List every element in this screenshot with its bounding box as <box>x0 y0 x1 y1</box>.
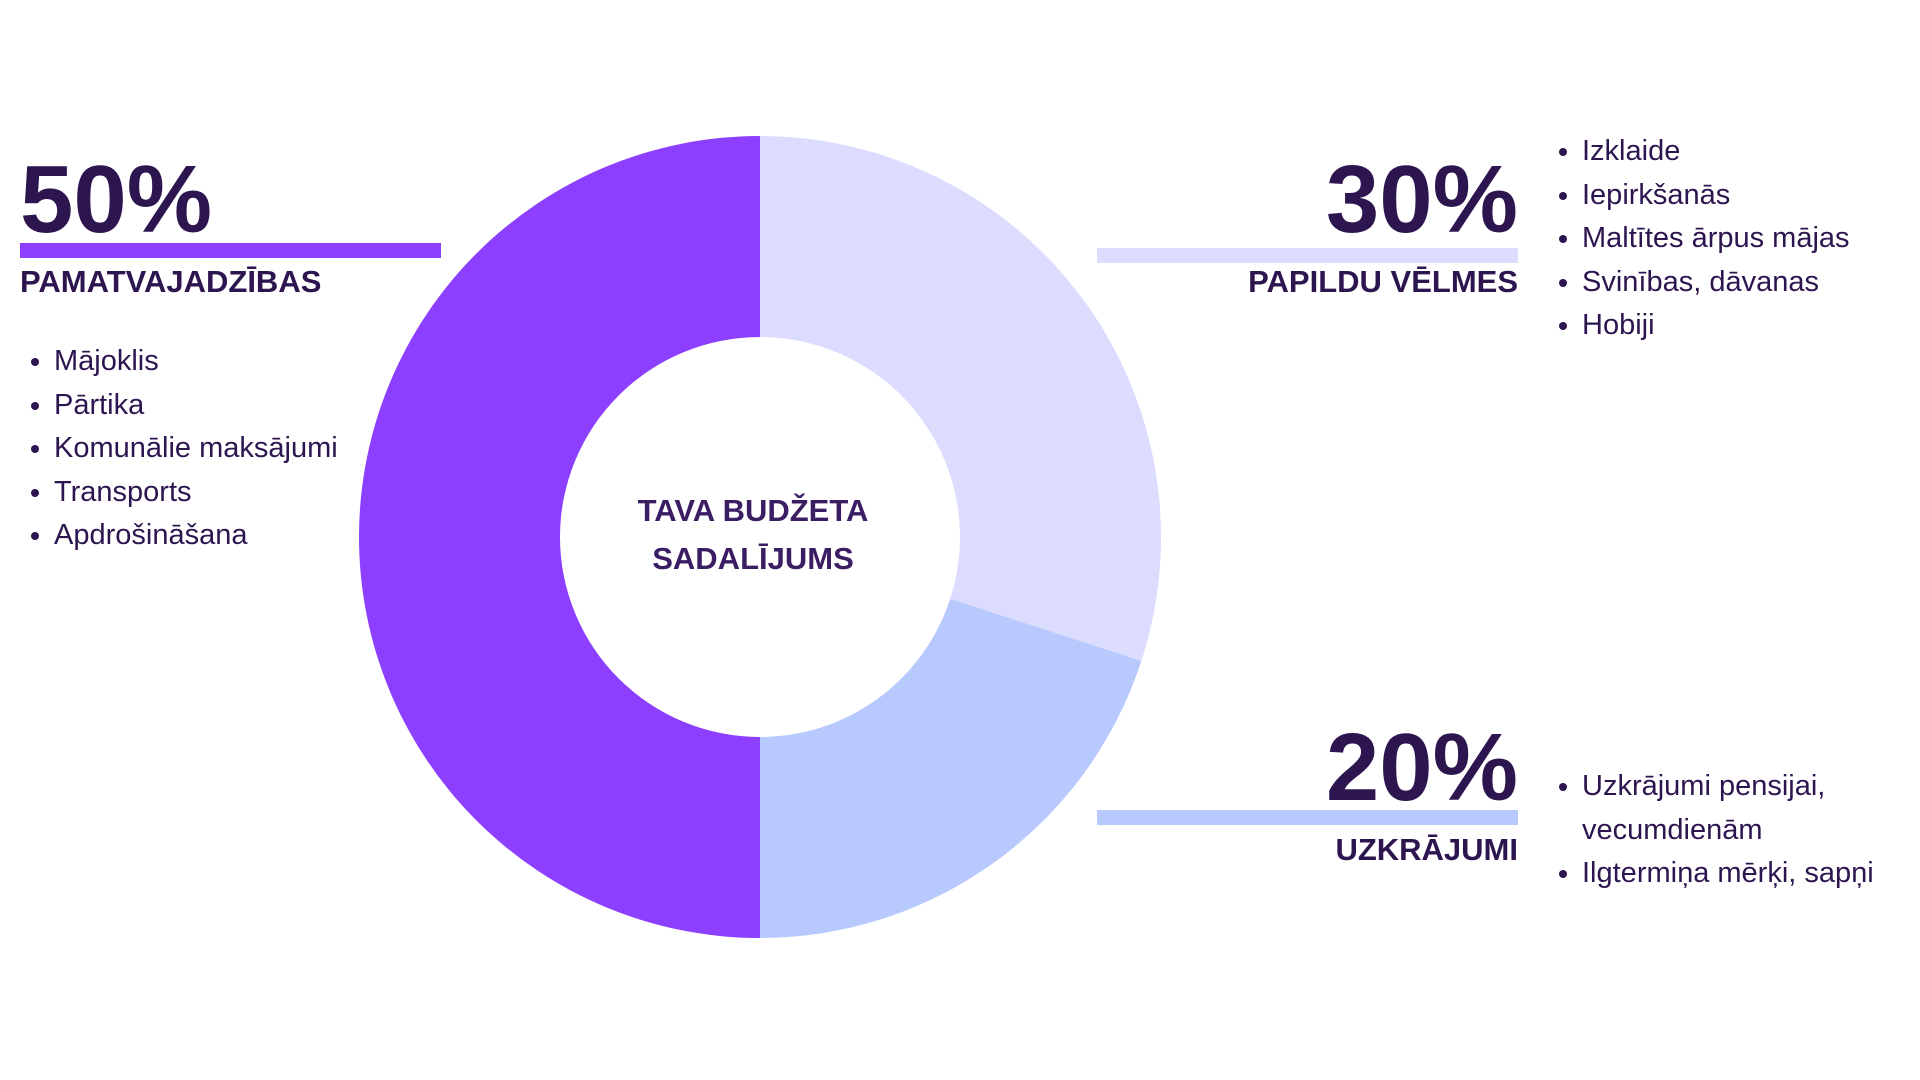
list-item: Maltītes ārpus mājas <box>1582 217 1914 261</box>
list-item: Komunālie maksājumi <box>54 427 394 471</box>
list-item: Izklaide <box>1582 130 1914 174</box>
list-item: Iepirkšanās <box>1582 174 1914 218</box>
list-item: Ilgtermiņa mērķi, sapņi <box>1582 852 1914 896</box>
list-item: Hobiji <box>1582 304 1914 348</box>
item-list: IzklaideIepirkšanāsMaltītes ārpus mājasS… <box>1548 130 1914 348</box>
list-item: Mājoklis <box>54 340 394 384</box>
accent-bar <box>1097 810 1518 825</box>
list-item: Apdrošināšana <box>54 514 394 558</box>
donut-segment <box>760 136 1161 661</box>
value-label: 50% <box>20 146 212 253</box>
list-item: Svinības, dāvanas <box>1582 261 1914 305</box>
donut-segment <box>359 136 760 938</box>
list-item: Pārtika <box>54 384 394 428</box>
category-label: UZKRĀJUMI <box>1335 832 1518 867</box>
list-item: Uzkrājumi pensijai, vecumdienām <box>1582 765 1914 852</box>
category-label: PAPILDU VĒLMES <box>1248 264 1518 299</box>
list-item: Transports <box>54 471 394 515</box>
category-label: PAMATVAJADZĪBAS <box>20 264 321 299</box>
value-label: 30% <box>1326 146 1518 253</box>
donut-segment <box>760 598 1142 938</box>
center-label: TAVA BUDŽETA <box>638 492 869 528</box>
item-list: MājoklisPārtikaKomunālie maksājumiTransp… <box>20 340 394 558</box>
item-list: Uzkrājumi pensijai, vecumdienāmIlgtermiņ… <box>1548 765 1914 896</box>
accent-bar <box>1097 248 1518 263</box>
value-label: 20% <box>1326 714 1518 821</box>
accent-bar <box>20 243 441 258</box>
center-label: SADALĪJUMS <box>652 541 854 576</box>
